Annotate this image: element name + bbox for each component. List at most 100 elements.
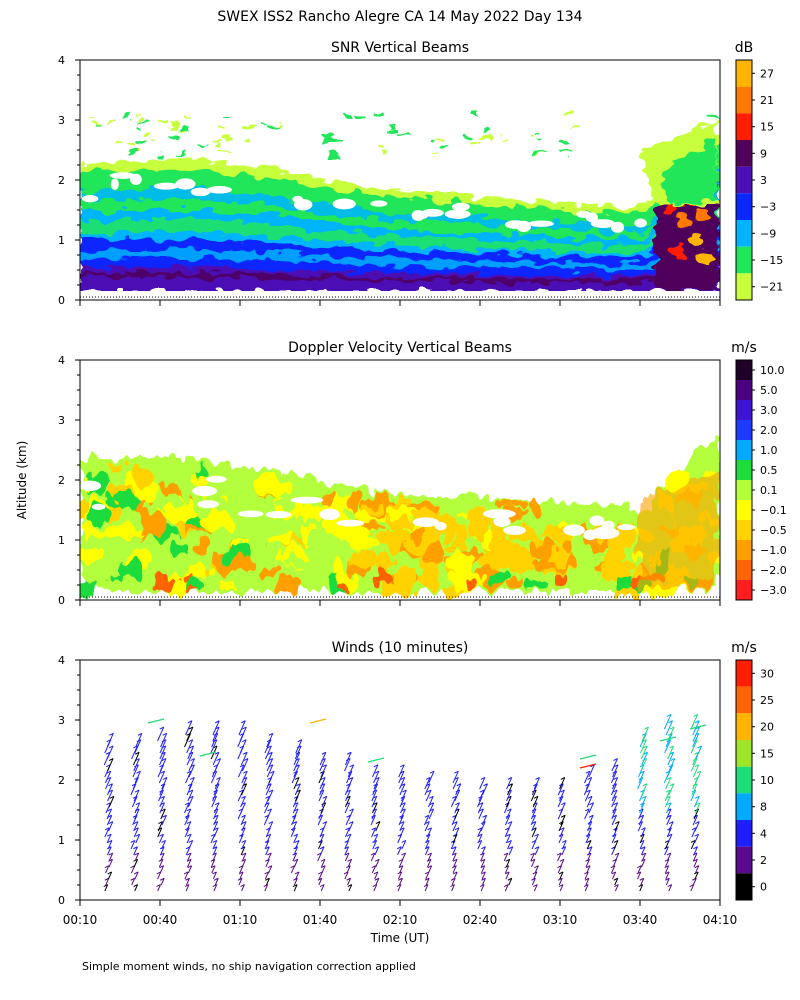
wind-barb-flag [322, 764, 327, 768]
wind-barb-flag [346, 751, 352, 755]
wind-barb-flag [106, 802, 111, 806]
snr-scatter-echo [530, 134, 535, 138]
wind-barb-flag [347, 858, 352, 862]
wind-barb [158, 859, 164, 868]
velocity-cell [365, 507, 384, 516]
wind-barb [185, 884, 190, 892]
wind-barb [370, 852, 376, 862]
snr-scatter-echo [93, 123, 103, 127]
wind-barb [212, 752, 220, 766]
snr-scatter-echo [218, 150, 230, 154]
wind-barb-flag [267, 745, 272, 749]
wind-barb-flag [214, 751, 220, 755]
wind-barb [479, 777, 486, 790]
wind-barb-flag [267, 852, 272, 856]
wind-barb [106, 833, 112, 844]
wind-barb [610, 770, 618, 784]
wind-barb-flag [241, 821, 247, 824]
wind-barb [533, 777, 540, 790]
snr-data-gap [411, 211, 429, 220]
wind-barb [344, 852, 350, 862]
wind-barb [531, 878, 536, 886]
wind-barb [320, 764, 327, 778]
wind-barb [104, 770, 112, 784]
wind-barb-flag [450, 884, 455, 887]
wind-barb [266, 764, 274, 778]
wind-barb-flag [423, 884, 429, 887]
wind-barb [428, 802, 435, 814]
wind-barb-flag [133, 821, 139, 824]
wind-barb [451, 884, 455, 892]
wind-barb-flag [319, 884, 325, 887]
wind-barb-flag [161, 808, 166, 812]
wind-barb-flag [135, 802, 140, 806]
wind-barb [268, 865, 273, 874]
wind-barb [211, 733, 219, 748]
snr-scatter-echo [173, 152, 186, 156]
wind-barb [184, 871, 189, 880]
wind-barb [506, 789, 512, 802]
wind-barb [348, 821, 354, 832]
snr-scatter-echo [569, 127, 578, 131]
wind-barb [371, 796, 378, 808]
wind-barb [639, 733, 647, 748]
wind-barb-flag [613, 758, 618, 761]
wind-barb [401, 852, 406, 862]
wind-barb [690, 739, 698, 754]
wind-barb [158, 770, 166, 784]
wind-barb [477, 840, 483, 850]
velocity-cell [465, 578, 477, 592]
wind-barb-flag [558, 884, 564, 887]
wind-barb [159, 752, 166, 766]
y-tick-label: 0 [58, 894, 65, 907]
wind-barb-flag [402, 789, 407, 793]
wind-barb [104, 884, 109, 892]
x-tick-label: 03:10 [543, 913, 578, 927]
wind-barb-flag [584, 877, 590, 881]
wind-barb [265, 783, 272, 796]
y-tick-label: 3 [58, 414, 65, 427]
snr-data-gap [190, 187, 211, 197]
wind-barb-flag [694, 865, 700, 869]
velocity-cell [374, 571, 394, 585]
wind-barb-flag [159, 726, 165, 730]
wind-barb-flag [293, 877, 298, 881]
wind-barb [344, 827, 351, 838]
wind-barb [690, 758, 698, 772]
wind-barb [264, 739, 272, 754]
wind-barb-flag [531, 821, 537, 824]
wind-barb-flag [503, 852, 509, 856]
wind-barb [398, 770, 405, 784]
wind-barb-flag [456, 783, 461, 787]
wind-barb-flag [268, 732, 274, 736]
wind-barb [320, 802, 327, 814]
wind-barb [158, 833, 164, 844]
wind-barb [481, 815, 488, 826]
wind-barb [264, 871, 269, 880]
snr-scatter-echo [463, 135, 472, 139]
wind-barb-flag [530, 852, 535, 856]
wind-barb [480, 865, 486, 874]
wind-barb-flag [505, 858, 510, 862]
wind-barb [401, 840, 407, 850]
snr-streak [80, 203, 720, 254]
wind-barb [480, 884, 485, 892]
wind-barb-flag [535, 777, 540, 780]
velocity-data-gap [336, 519, 365, 527]
wind-barb [560, 802, 566, 814]
x-tick-label: 01:10 [223, 913, 258, 927]
wind-barb-flag [265, 795, 270, 799]
wind-barb [268, 770, 275, 784]
snr-scatter-echo [185, 113, 195, 117]
wind-barb [639, 802, 645, 814]
wind-barb-flag [186, 821, 192, 824]
wind-barb [611, 865, 616, 874]
wind-barb [134, 739, 142, 754]
wind-barb-flag [693, 858, 698, 862]
wind-barb-flag [265, 846, 270, 850]
velocity-data-gap [205, 475, 227, 483]
wind-barb [240, 796, 246, 808]
colorbar-label: −0.5 [760, 524, 787, 537]
wind-barb [184, 815, 190, 826]
wind-barb [481, 846, 486, 856]
